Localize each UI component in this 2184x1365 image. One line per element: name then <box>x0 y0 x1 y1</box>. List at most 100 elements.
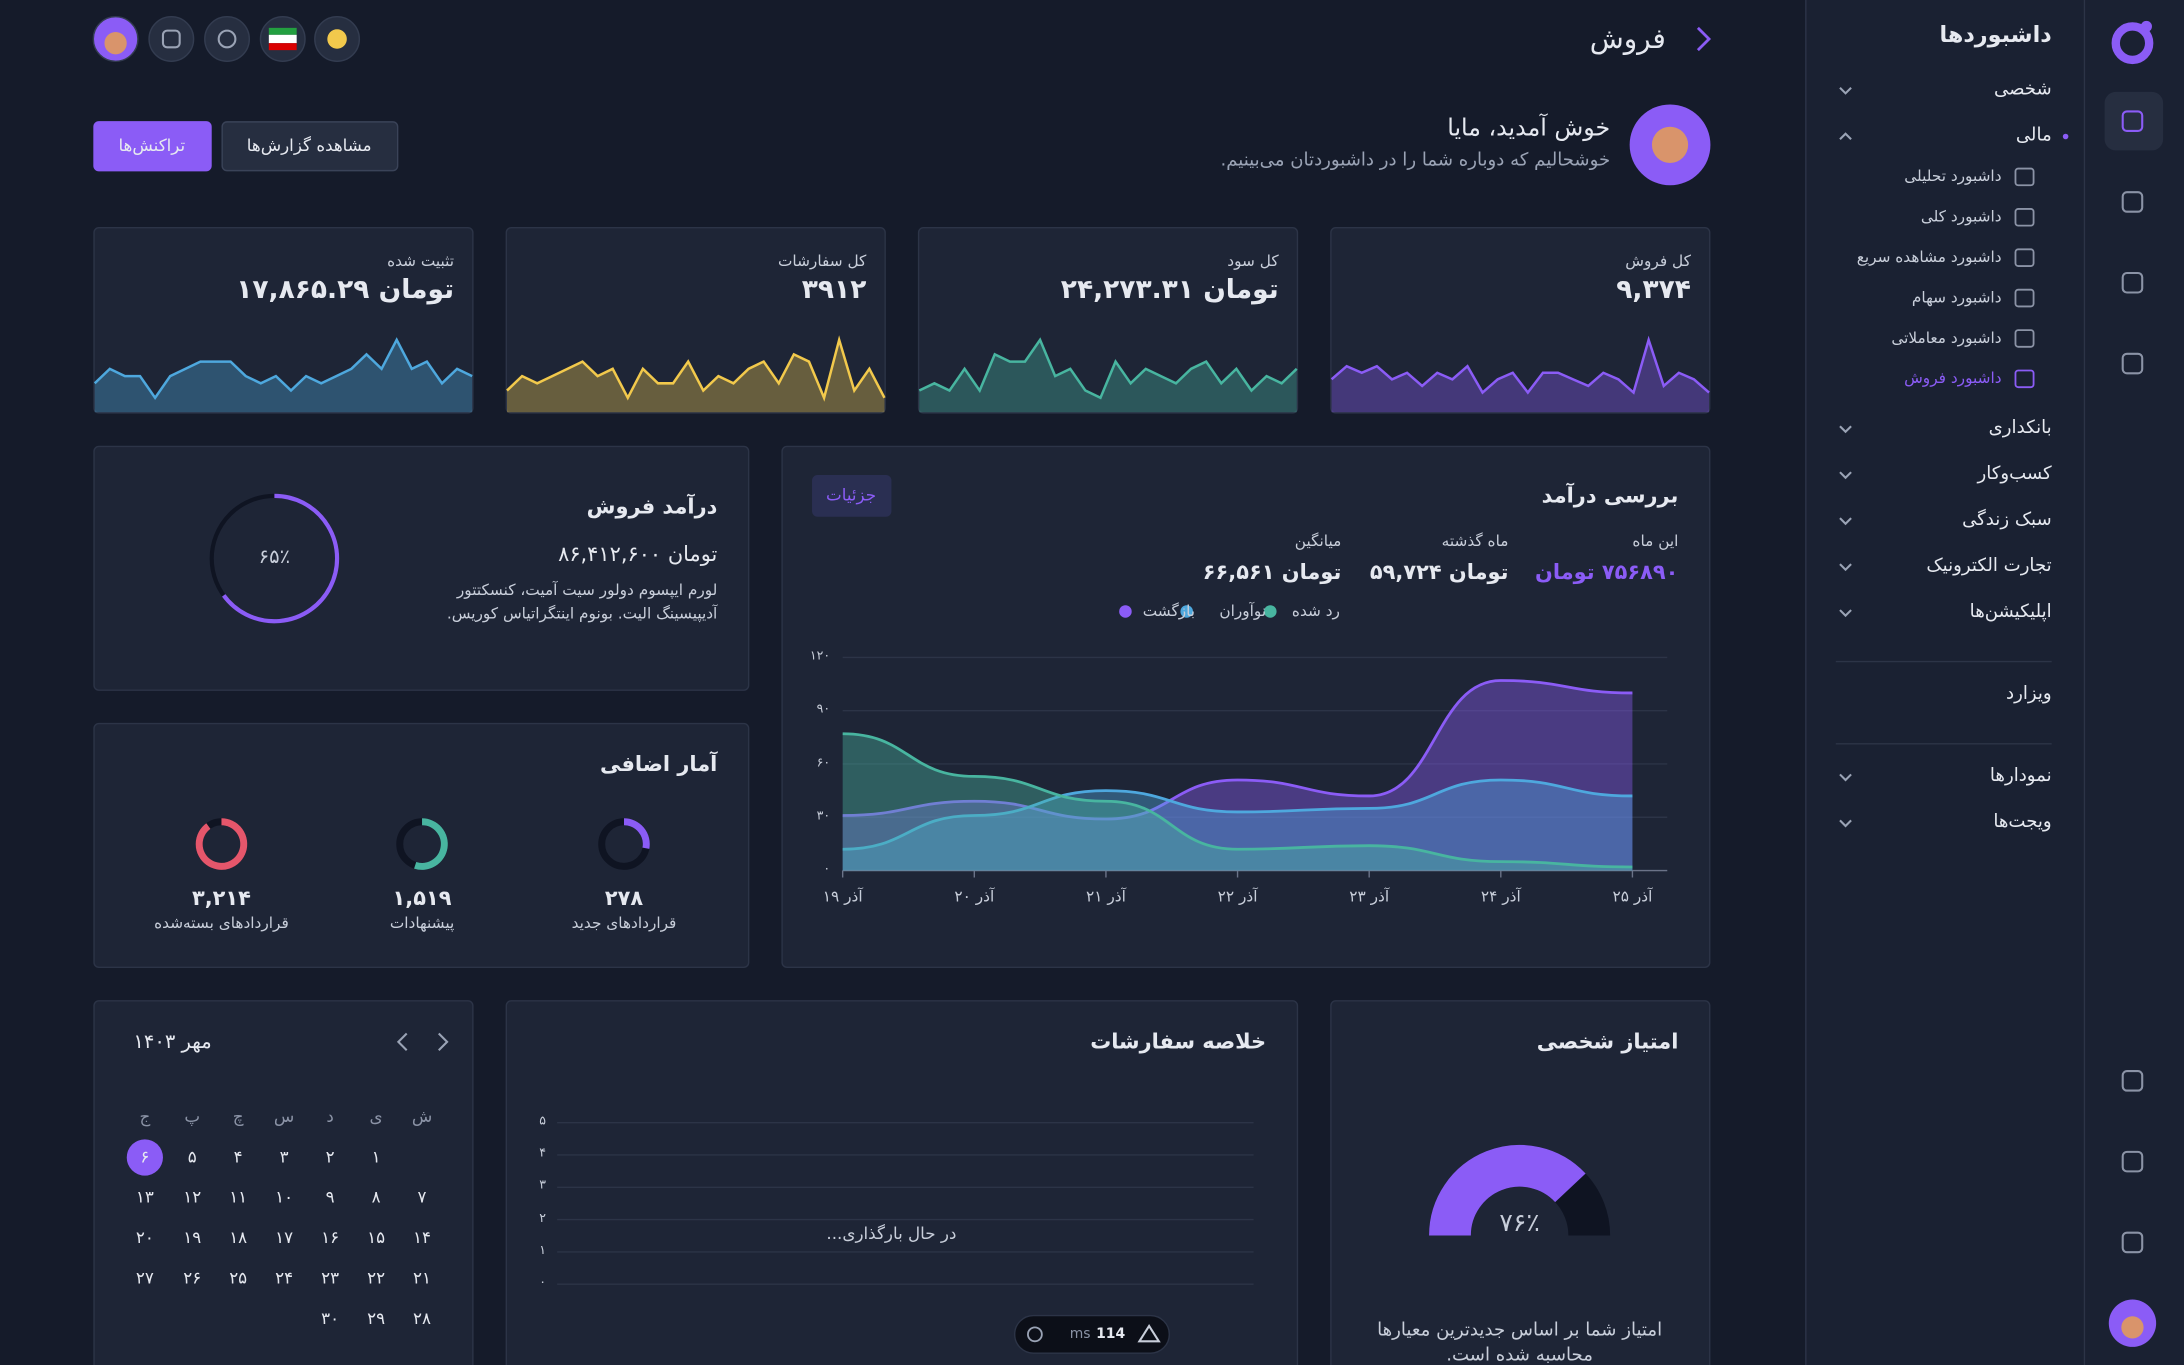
card-title: امتیاز شخصی <box>1536 1028 1679 1054</box>
day[interactable]: ۲۴ <box>275 1268 294 1288</box>
stat-label: کل فروش <box>1625 252 1691 271</box>
menu-item[interactable]: تجارت الکترونیک <box>1926 555 2052 577</box>
day[interactable]: ۱۲ <box>183 1187 202 1207</box>
day[interactable]: ۹ <box>325 1187 335 1207</box>
menu-item[interactable]: مالی <box>2015 125 2052 147</box>
menu-item[interactable]: بانکداری <box>1988 417 2052 439</box>
submenu-icon <box>2014 208 2035 227</box>
menu-item[interactable]: سبک زندگی <box>1962 509 2052 531</box>
sparkline <box>506 335 886 402</box>
menu-item[interactable]: ویجت‌ها <box>1993 811 2052 833</box>
y-tick-label: ۰ <box>823 862 831 877</box>
devtools-icon <box>1027 1326 1043 1343</box>
day[interactable]: ۲۹ <box>367 1308 386 1329</box>
stat-label: کل سود <box>1227 252 1279 271</box>
devtools-logo <box>1137 1324 1161 1343</box>
button-label[interactable]: جزئیات <box>825 485 877 505</box>
button-label[interactable]: مشاهده گزارش‌ها <box>246 135 372 156</box>
day[interactable]: ۶ <box>140 1147 150 1167</box>
stat-value: تومان ۲۴,۲۷۳.۳۱ <box>1060 274 1279 306</box>
day[interactable]: ۱۷ <box>275 1227 294 1248</box>
icon-rail <box>2083 0 2184 1365</box>
day[interactable]: ۱۶ <box>321 1227 340 1248</box>
submenu-item[interactable]: داشبورد سهام <box>1911 288 2002 307</box>
submenu-item[interactable]: داشبورد فروش <box>1904 369 2002 388</box>
stat-number: ۳,۲۱۴ <box>191 885 251 911</box>
menu-item[interactable]: ویزارد <box>2006 683 2052 705</box>
day[interactable]: ۳ <box>279 1147 289 1167</box>
day[interactable]: ۸ <box>371 1187 381 1207</box>
sales-income-card <box>93 445 750 691</box>
day[interactable]: ۷ <box>417 1187 427 1207</box>
stat-value: ۹,۳۷۴ <box>1616 274 1691 306</box>
day[interactable]: ۱۱ <box>229 1187 248 1207</box>
secondary-button[interactable] <box>221 121 399 172</box>
sparkline-area <box>1331 339 1710 413</box>
y-tick-label: ۰ <box>539 1276 546 1291</box>
chevron <box>1839 87 1852 95</box>
menu-item[interactable]: اپلیکیشن‌ها <box>1969 601 2052 623</box>
description: محاسبه شده است. <box>1446 1345 1593 1365</box>
details-button[interactable] <box>812 474 892 517</box>
button-label[interactable]: تراکنش‌ها <box>118 135 186 156</box>
rail-icon <box>2121 191 2144 213</box>
legend-swatch <box>1180 605 1193 618</box>
y-tick-label: ۳ <box>539 1179 546 1194</box>
submenu-icon <box>2014 288 2035 308</box>
rail-icon <box>2121 1231 2144 1254</box>
day[interactable]: ۵ <box>187 1147 197 1167</box>
day[interactable]: ۱۴ <box>413 1227 432 1248</box>
sidebar <box>1805 0 2084 1365</box>
flag-white <box>268 34 297 44</box>
legend-swatch <box>1119 605 1132 618</box>
notifications-button <box>204 16 251 62</box>
chevron <box>1839 819 1852 828</box>
y-tick-label: ۱۲۰ <box>809 649 831 664</box>
description: امتیاز شما بر اساس جدیدترین معیارها <box>1377 1320 1663 1342</box>
day[interactable]: ۲۶ <box>183 1268 202 1288</box>
primary-button[interactable] <box>93 121 212 172</box>
day[interactable]: ۴ <box>233 1147 243 1167</box>
submenu-icon <box>2014 369 2035 389</box>
rail-active <box>2104 91 2164 151</box>
menu-item[interactable]: نمودارها <box>1989 765 2052 787</box>
prev-month <box>396 1032 408 1051</box>
day[interactable]: ۱۸ <box>229 1227 248 1248</box>
day[interactable]: ۳۰ <box>321 1308 340 1329</box>
submenu-item[interactable]: داشبورد مشاهده سریع <box>1856 248 2002 267</box>
menu-item[interactable]: کسب‌وکار <box>1977 463 2052 485</box>
menu-item[interactable]: شخصی <box>1994 79 2052 101</box>
day[interactable]: ۱ <box>371 1147 381 1167</box>
legend-label: رد شده <box>1291 601 1340 620</box>
day[interactable]: ۲۱ <box>413 1268 432 1288</box>
day[interactable]: ۲ <box>325 1147 335 1167</box>
page-title: فروش <box>1589 21 1666 56</box>
gauge-value <box>1429 1144 1586 1237</box>
rail-icon <box>2121 1070 2144 1092</box>
x-tick-label: آذر ۱۹ <box>822 887 863 906</box>
day[interactable]: ۲۸ <box>413 1308 432 1329</box>
area <box>842 779 1633 871</box>
day[interactable]: ۱۹ <box>183 1227 202 1248</box>
day[interactable]: ۲۵ <box>229 1268 248 1288</box>
submenu-item[interactable]: داشبورد کلی <box>1920 207 2002 226</box>
area <box>842 733 1633 871</box>
submenu-item[interactable]: داشبورد تحلیلی <box>1904 167 2002 186</box>
day[interactable]: ۱۰ <box>275 1187 294 1207</box>
day[interactable]: ۲۲ <box>367 1268 386 1288</box>
x-tick-label: آذر ۲۲ <box>1217 887 1258 906</box>
day[interactable]: ۲۰ <box>135 1227 154 1248</box>
submenu-item[interactable]: داشبورد معاملاتی <box>1891 328 2002 347</box>
area <box>842 680 1633 871</box>
day[interactable]: ۲۳ <box>321 1268 340 1288</box>
day[interactable]: ۱۵ <box>367 1227 386 1248</box>
mini-ring <box>195 818 248 870</box>
day[interactable]: ۱۳ <box>135 1187 154 1207</box>
chevron <box>1839 773 1852 782</box>
weekday: ی <box>369 1106 383 1127</box>
calendar-month: مهر ۱۴۰۳ <box>133 1031 212 1054</box>
day[interactable]: ۲۷ <box>135 1268 154 1288</box>
x-tick-label: آذر ۲۵ <box>1612 887 1653 906</box>
active-dot <box>2062 133 2069 140</box>
weekday: د <box>326 1106 334 1127</box>
